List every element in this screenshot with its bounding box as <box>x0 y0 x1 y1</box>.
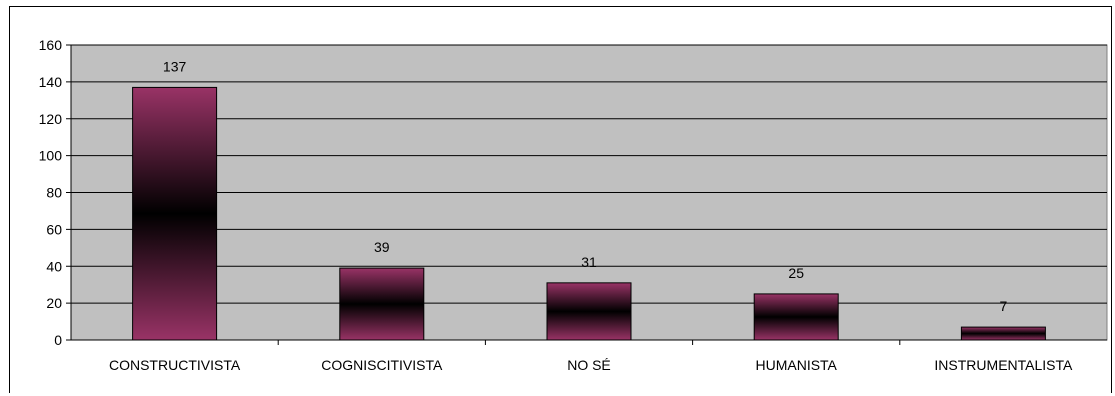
y-tick-label: 100 <box>39 148 63 164</box>
bar <box>132 86 218 341</box>
y-tick-label: 160 <box>39 37 63 53</box>
x-tick-label: COGNISCITIVISTA <box>321 357 443 373</box>
data-label: 25 <box>788 265 804 281</box>
x-axis: CONSTRUCTIVISTA COGNISCITIVISTA NO SÉ HUMAN… <box>71 339 1107 373</box>
y-tick-label: 20 <box>46 295 62 311</box>
y-tick-label: 60 <box>46 221 62 237</box>
bar <box>753 293 839 341</box>
data-label: 39 <box>374 239 390 255</box>
x-tick-label: CONSTRUCTIVISTA <box>109 357 241 373</box>
x-tick-label: NO SÉ <box>567 357 611 373</box>
data-label: 31 <box>581 254 597 270</box>
bar <box>960 326 1046 341</box>
y-axis: 0 20 40 60 80 100 120 140 160 <box>39 37 72 348</box>
y-tick-label: 0 <box>54 332 62 348</box>
data-label: 7 <box>1000 298 1008 314</box>
y-tick-label: 120 <box>39 111 63 127</box>
y-tick-label: 140 <box>39 74 63 90</box>
x-tick-label: HUMANISTA <box>755 357 837 373</box>
bar <box>339 267 425 341</box>
y-tick-label: 40 <box>46 258 62 274</box>
bars: 137 39 31 25 7 <box>132 58 1046 341</box>
bar <box>546 282 632 341</box>
data-label: 137 <box>163 58 187 74</box>
y-tick-label: 80 <box>46 185 62 201</box>
x-tick-label: INSTRUMENTALISTA <box>934 357 1073 373</box>
